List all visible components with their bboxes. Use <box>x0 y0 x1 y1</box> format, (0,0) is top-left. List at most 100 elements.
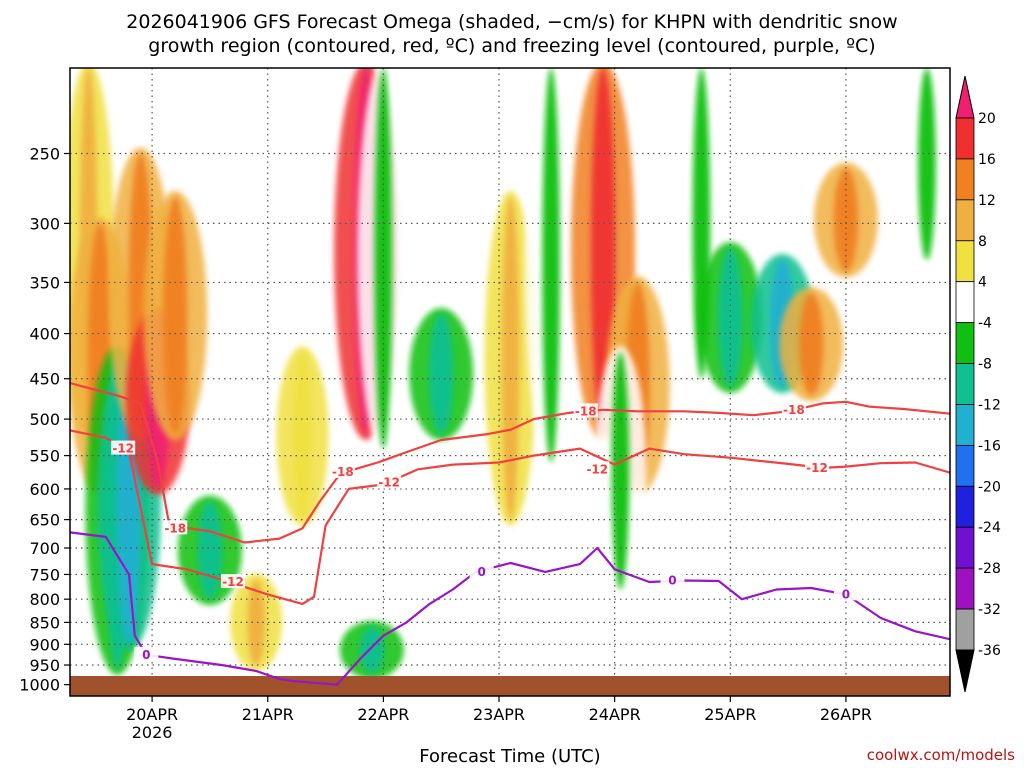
contour-label-bg-0-0 <box>163 520 188 535</box>
omega-cell-9 <box>293 352 312 520</box>
colorbar-swatch-1 <box>955 158 975 201</box>
omega-cell-7 <box>197 501 223 600</box>
colorbar-label-4: 4 <box>978 275 987 291</box>
contour-lines: -18 -18 -18 -18 -12 -12 -12 -12 -12 0 0 0 0 <box>70 381 950 686</box>
colorbar-label-3: 8 <box>978 234 987 250</box>
colorbar-swatch-6 <box>955 363 975 405</box>
colorbar-label-10: -24 <box>978 520 1001 536</box>
colorbar-swatch-0 <box>955 117 975 160</box>
y-tick-label-700: 700 <box>29 539 60 558</box>
contour-label-1-3: -12 <box>586 462 608 476</box>
x-tick-sublabel-20apr: 2026 <box>132 723 173 742</box>
y-tick-label-650: 650 <box>29 511 60 530</box>
x-tick-label-22apr: 22APR <box>357 705 409 724</box>
credit-text[interactable]: coolwx.com/models <box>867 746 1015 764</box>
colorbar-label-0: 20 <box>978 111 996 127</box>
colorbar-swatch-5 <box>955 322 975 364</box>
y-tick-label-1000: 1000 <box>19 676 60 695</box>
contour-label-bg-0-1 <box>330 463 355 478</box>
colorbar-label-11: -28 <box>978 561 1001 577</box>
colorbar-bottom-arrow <box>955 649 975 693</box>
colorbar-swatch-12 <box>955 608 975 651</box>
contour-label-bg-1-3 <box>585 461 610 476</box>
contour-label-1-1: -12 <box>222 575 244 589</box>
grid-lines <box>70 68 950 696</box>
omega-cell-11 <box>374 68 393 449</box>
colorbar-swatch-7 <box>955 404 975 446</box>
omega-cell-12 <box>359 626 384 674</box>
colorbar-swatch-2 <box>955 199 975 242</box>
contour-label-bg-2-1 <box>469 563 494 578</box>
contour-label-1-4: -12 <box>806 461 828 475</box>
colorbar-swatch-8 <box>955 444 975 487</box>
y-tick-label-950: 950 <box>29 656 60 675</box>
y-tick-label-850: 850 <box>29 613 60 632</box>
contour-label-0-0: -18 <box>164 521 186 535</box>
contour-label-2-3: 0 <box>842 587 850 601</box>
y-tick-label-400: 400 <box>29 325 60 344</box>
colorbar-swatch-11 <box>955 567 975 610</box>
contour-label-0-3: -18 <box>783 403 805 417</box>
y-axis-ticks: 250 300 350 400 450 500 550 600 650 700 750 800 850 9… <box>19 144 70 695</box>
colorbar-swatch-3 <box>955 240 975 283</box>
y-tick-label-300: 300 <box>29 214 60 233</box>
colorbar-label-8: -16 <box>978 438 1001 454</box>
y-tick-label-450: 450 <box>29 370 60 389</box>
x-tick-label-25apr: 25APR <box>704 705 756 724</box>
colorbar-label-13: -36 <box>978 643 1001 659</box>
x-tick-label-21apr: 21APR <box>242 705 294 724</box>
y-tick-label-350: 350 <box>29 273 60 292</box>
y-tick-label-550: 550 <box>29 447 60 466</box>
contour-label-2-1: 0 <box>477 565 485 579</box>
contour-label-bg-1-4 <box>805 459 830 474</box>
omega-shading <box>70 68 950 680</box>
x-axis-title: Forecast Time (UTC) <box>419 746 600 767</box>
y-tick-label-250: 250 <box>29 144 60 163</box>
colorbar-swatch-10 <box>955 526 975 569</box>
contour-label-0-2: -18 <box>575 404 597 418</box>
omega-cell-14 <box>501 196 520 520</box>
colorbar-label-7: -12 <box>978 397 1001 413</box>
colorbar-label-5: -4 <box>978 316 992 332</box>
chart-title-line-2: growth region (contoured, red, ºC) and f… <box>148 35 875 57</box>
omega-cell-15 <box>542 68 560 463</box>
colorbar-label-12: -32 <box>978 602 1001 618</box>
contour-label-1-2: -12 <box>378 476 400 490</box>
contour-label-1-0: -12 <box>112 442 134 456</box>
y-tick-label-500: 500 <box>29 410 60 429</box>
x-tick-label-24apr: 24APR <box>589 705 641 724</box>
y-tick-label-900: 900 <box>29 635 60 654</box>
plot-frame <box>69 67 951 697</box>
colorbar-label-6: -8 <box>978 357 992 373</box>
colorbar-swatch-9 <box>955 485 975 528</box>
chart-title-line-1: 2026041906 GFS Forecast Omega (shaded, −… <box>126 11 897 33</box>
y-tick-label-750: 750 <box>29 565 60 584</box>
contour-label-0-1: -18 <box>332 465 354 479</box>
contour-label-bg-0-3 <box>781 401 806 416</box>
contour-line-2 <box>70 531 950 686</box>
ground-surface <box>70 676 950 696</box>
omega-cell-23 <box>833 168 859 272</box>
omega-cell-13 <box>429 313 454 435</box>
contour-label-bg-1-2 <box>377 474 402 489</box>
colorbar-label-2: 12 <box>978 193 996 209</box>
contour-label-bg-2-2 <box>660 572 685 587</box>
omega-cell-22 <box>799 293 824 396</box>
colorbar-swatch-4 <box>955 281 975 324</box>
y-tick-label-600: 600 <box>29 480 60 499</box>
y-tick-label-800: 800 <box>29 590 60 609</box>
x-tick-label-23apr: 23APR <box>473 705 525 724</box>
contour-label-2-0: 0 <box>142 648 150 662</box>
colorbar-top-arrow <box>955 75 975 119</box>
contour-label-bg-1-0 <box>111 440 136 455</box>
x-tick-label-26apr: 26APR <box>820 705 872 724</box>
contour-label-bg-2-3 <box>833 586 858 601</box>
omega-cell-6 <box>163 196 188 435</box>
contour-label-bg-1-1 <box>221 574 246 589</box>
colorbar-label-1: 16 <box>978 152 996 168</box>
contour-label-2-2: 0 <box>668 574 676 588</box>
colorbar: 20 16 12 8 4 -4 -8 -12 -16 -20 -24 -28 -32 -36 <box>955 75 1001 693</box>
omega-cell-8 <box>247 579 265 666</box>
